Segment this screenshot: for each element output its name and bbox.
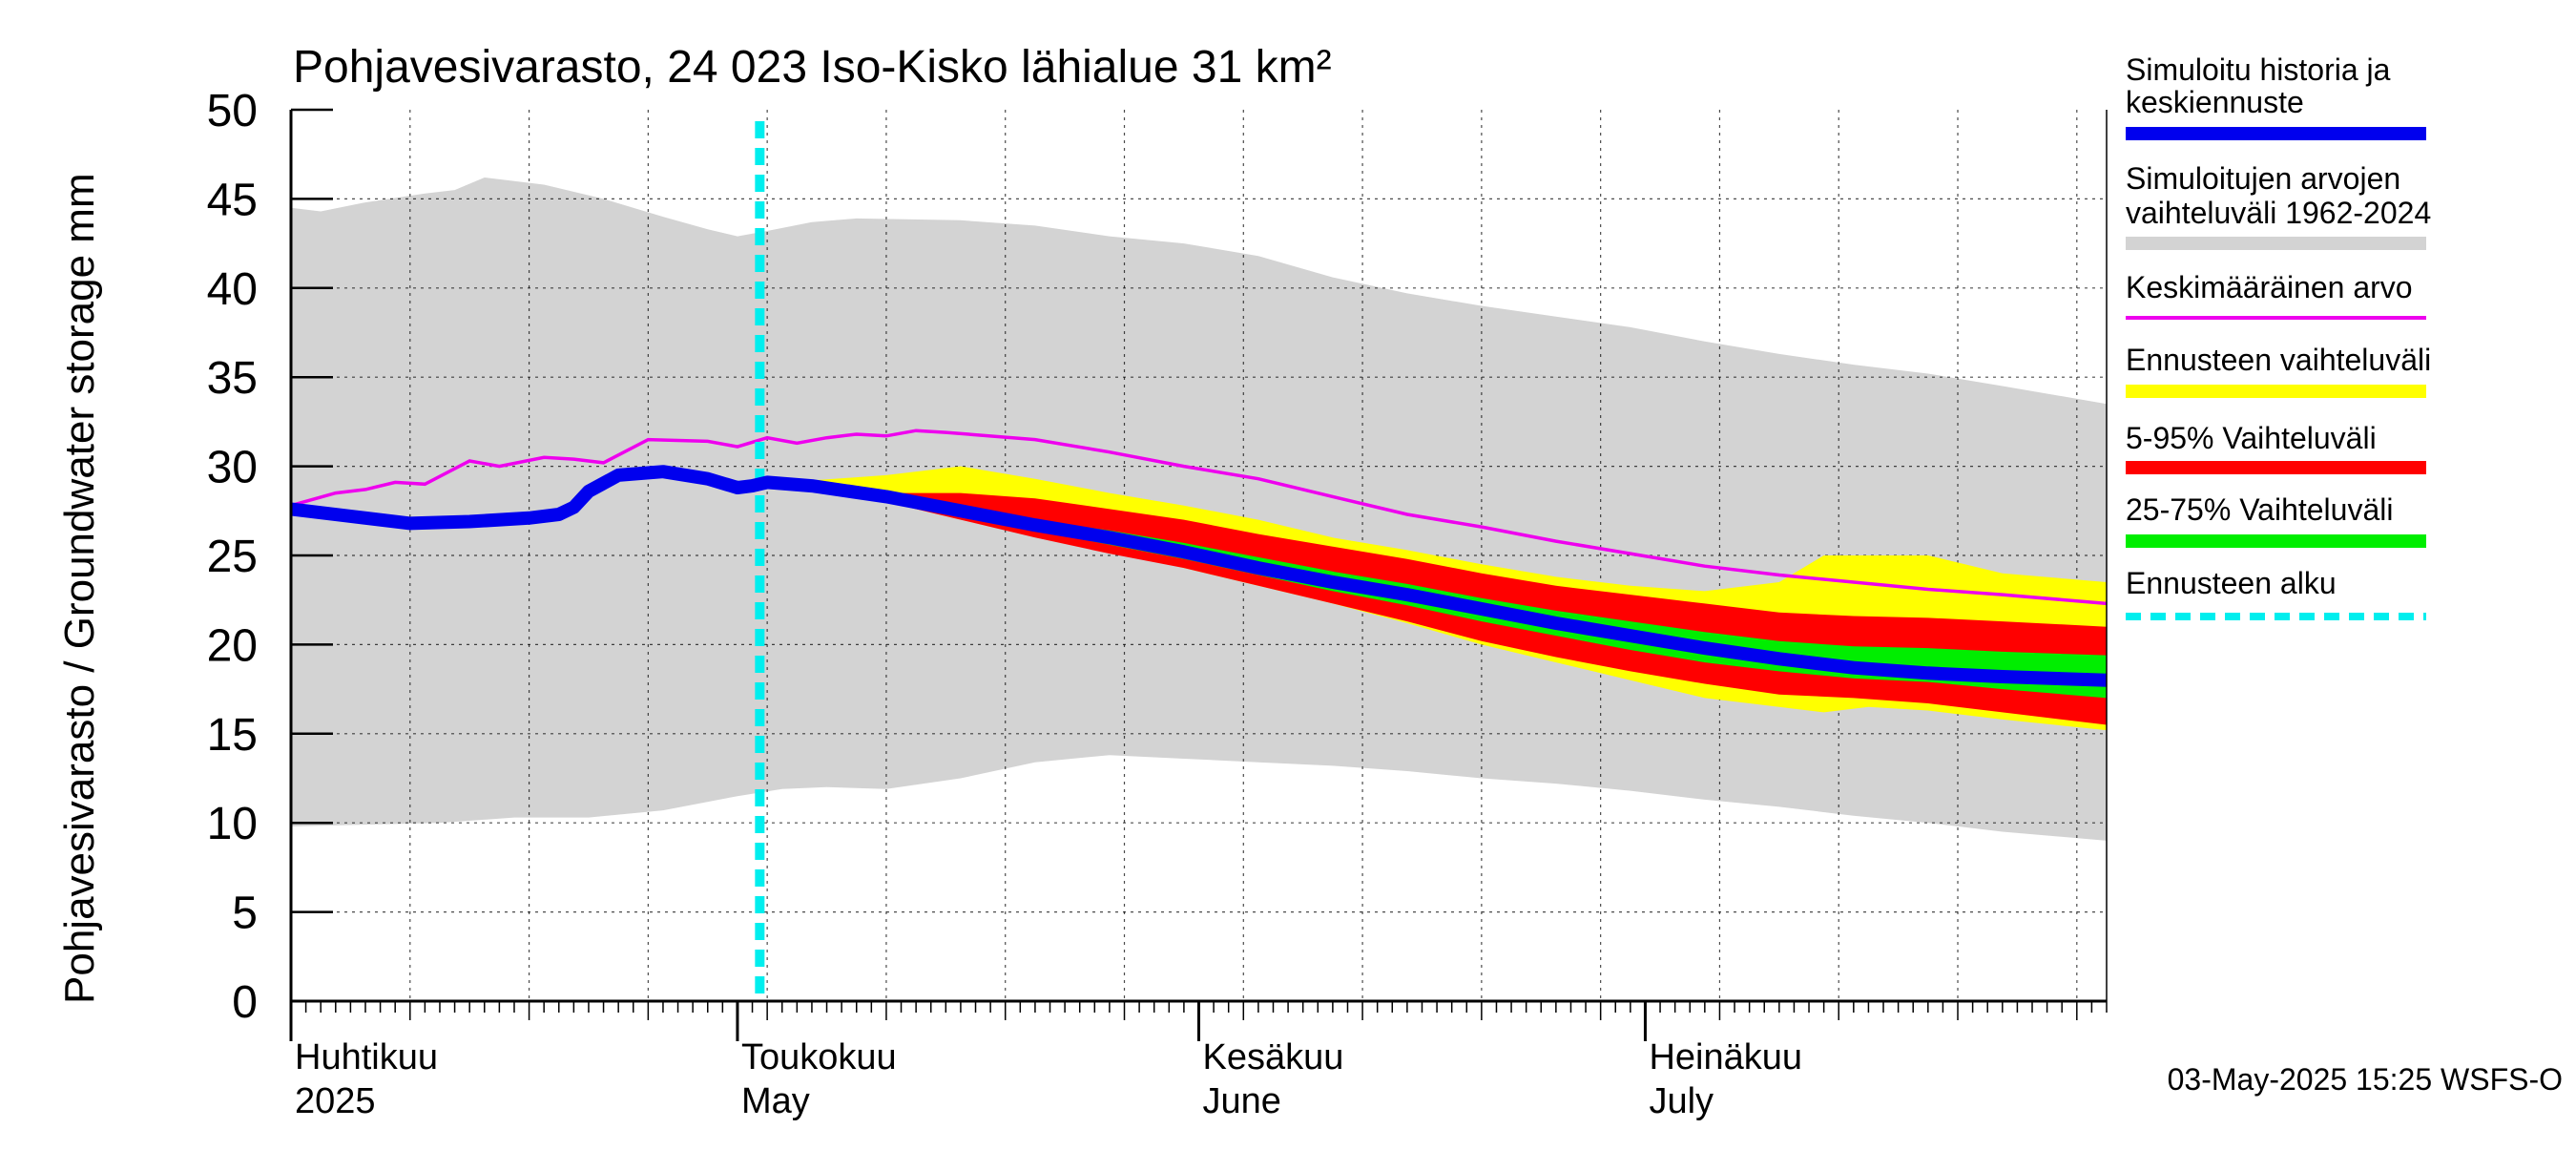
y-axis-label: Pohjavesivarasto / Groundwater storage m… — [56, 173, 103, 1004]
x-month-label-fi: Kesäkuu — [1203, 1037, 1344, 1077]
legend-label: 5-95% Vaihteluväli — [2126, 421, 2377, 455]
timestamp: 03-May-2025 15:25 WSFS-O — [2168, 1062, 2563, 1097]
legend: Simuloitu historia jakeskiennusteSimuloi… — [2126, 52, 2431, 620]
x-month-label-en: July — [1649, 1081, 1714, 1121]
legend-label-line2: vaihteluväli 1962-2024 — [2126, 196, 2431, 230]
mean-line — [290, 429, 2108, 606]
y-tick-label: 50 — [207, 86, 258, 136]
legend-label: Simuloitujen arvojen — [2126, 161, 2400, 196]
y-tick-label: 25 — [207, 532, 258, 582]
x-month-label-en: May — [741, 1081, 810, 1121]
axis-labels: 05101520253035404550Huhtikuu2025Toukokuu… — [207, 86, 1802, 1121]
y-tick-label: 40 — [207, 264, 258, 315]
chart-title: Pohjavesivarasto, 24 023 Iso-Kisko lähia… — [293, 42, 1332, 93]
y-tick-label: 35 — [207, 353, 258, 404]
x-month-label-fi: Heinäkuu — [1649, 1037, 1802, 1077]
legend-label: Ennusteen vaihteluväli — [2126, 343, 2431, 377]
legend-entry: Keskimääräinen arvo — [2126, 270, 2426, 320]
x-month-label-en: 2025 — [295, 1081, 376, 1121]
x-month-label-fi: Toukokuu — [741, 1037, 897, 1077]
y-tick-label: 10 — [207, 799, 258, 849]
legend-entry: 25-75% Vaihteluväli — [2126, 492, 2426, 548]
y-tick-label: 45 — [207, 175, 258, 225]
legend-entry: Ennusteen alku — [2126, 566, 2426, 620]
y-tick-label: 5 — [232, 889, 258, 939]
y-tick-label: 20 — [207, 620, 258, 671]
y-tick-label: 15 — [207, 710, 258, 761]
series-lines — [290, 121, 2108, 1001]
x-month-label-en: June — [1203, 1081, 1281, 1121]
legend-label: 25-75% Vaihteluväli — [2126, 492, 2393, 527]
legend-entry: Ennusteen vaihteluväli — [2126, 343, 2431, 398]
x-month-label-fi: Huhtikuu — [295, 1037, 438, 1077]
median-forecast-line — [290, 465, 2108, 687]
axes — [289, 108, 2108, 1041]
legend-label: Keskimääräinen arvo — [2126, 270, 2413, 304]
legend-label-line2: keskiennuste — [2126, 85, 2304, 119]
legend-entry: 5-95% Vaihteluväli — [2126, 421, 2426, 474]
y-tick-label: 30 — [207, 443, 258, 493]
y-tick-label: 0 — [232, 977, 258, 1028]
legend-label: Ennusteen alku — [2126, 566, 2337, 600]
legend-label: Simuloitu historia ja — [2126, 52, 2391, 87]
